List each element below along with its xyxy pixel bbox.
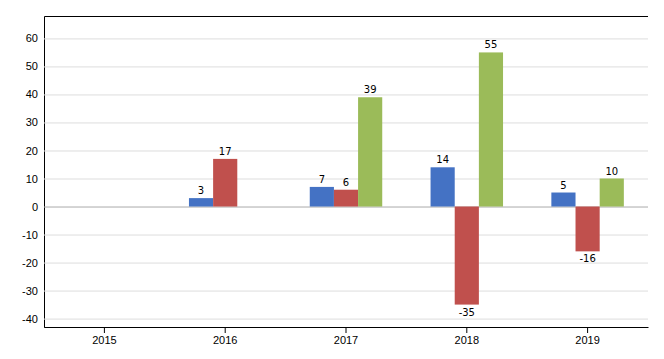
- bar: [358, 97, 382, 206]
- y-tick: -20: [22, 257, 648, 269]
- x-axis: 2015 2016 2017 2018 2019: [45, 327, 649, 346]
- grid-line: [44, 319, 648, 320]
- grid-line: [44, 291, 648, 292]
- bar: [213, 159, 237, 207]
- tick-mark: [587, 327, 588, 333]
- data-label: -16: [579, 253, 595, 264]
- tick-mark: [225, 327, 226, 333]
- y-tick-label: 60: [26, 32, 38, 44]
- data-label: 14: [436, 154, 449, 165]
- bars: [189, 52, 624, 304]
- bar: [68, 206, 92, 207]
- y-tick: -10: [22, 229, 648, 241]
- grid-line: [44, 94, 648, 95]
- grid-line: [44, 122, 648, 123]
- y-tick-label: -40: [22, 313, 38, 325]
- x-tick-label: 2015: [92, 334, 116, 346]
- grid-line: [44, 207, 648, 208]
- bar: [431, 167, 455, 206]
- x-tick: 2017: [334, 327, 358, 346]
- y-axis: -40 -30 -20 -10 0 10 20 30 40 50 60: [22, 17, 648, 328]
- y-tick: 60: [26, 32, 648, 44]
- y-tick-label: -10: [22, 229, 38, 241]
- y-tick-label: 40: [26, 88, 38, 100]
- bar: [237, 206, 261, 207]
- bar: [551, 193, 575, 207]
- data-label: 17: [219, 146, 232, 157]
- chart: -40-30-20-100102030405060201520162017201…: [0, 0, 664, 359]
- y-tick: 30: [26, 116, 648, 128]
- y-tick-label: -20: [22, 257, 38, 269]
- y-tick-label: 30: [26, 116, 38, 128]
- y-tick-label: 20: [26, 145, 38, 157]
- bar: [92, 206, 116, 207]
- data-label: 7: [319, 174, 325, 185]
- y-tick-label: 50: [26, 60, 38, 72]
- data-label: 5: [560, 180, 566, 191]
- tick-mark: [466, 327, 467, 333]
- y-tick-label: 10: [26, 173, 38, 185]
- grid-line: [44, 235, 648, 236]
- data-label: 3: [198, 185, 204, 196]
- plot: -40-30-20-100102030405060201520162017201…: [22, 17, 648, 346]
- data-labels: 3 7 14 5 17 6 -35 -16 39 55 10: [198, 39, 618, 317]
- y-tick: 10: [26, 173, 648, 185]
- y-tick: -30: [22, 285, 648, 297]
- tick-mark: [346, 327, 347, 333]
- x-tick-label: 2016: [213, 334, 237, 346]
- x-tick: 2015: [92, 327, 116, 346]
- y-axis-line: [45, 17, 649, 328]
- x-tick-label: 2019: [575, 334, 599, 346]
- grid-line: [44, 263, 648, 264]
- y-tick: 50: [26, 60, 648, 72]
- y-tick-label: 0: [32, 201, 38, 213]
- bar: [600, 179, 624, 207]
- bar: [479, 52, 503, 206]
- bar: [310, 187, 334, 207]
- x-tick: 2016: [213, 327, 237, 346]
- data-label: 55: [485, 39, 498, 50]
- grid-line: [44, 150, 648, 151]
- bar: [576, 207, 600, 252]
- data-label: 10: [605, 166, 618, 177]
- x-tick: 2018: [455, 327, 479, 346]
- tick-mark: [104, 327, 105, 333]
- x-tick-label: 2017: [334, 334, 358, 346]
- y-tick: -40: [22, 313, 648, 325]
- x-tick-label: 2018: [455, 334, 479, 346]
- grid-line: [44, 38, 648, 39]
- bar: [334, 190, 358, 207]
- bar: [189, 198, 213, 206]
- bar: [116, 206, 140, 207]
- grid-line: [44, 66, 648, 67]
- data-label: 39: [364, 84, 377, 95]
- x-tick: 2019: [575, 327, 599, 346]
- data-label: -35: [459, 307, 475, 318]
- bar: [455, 207, 479, 305]
- y-tick-label: -30: [22, 285, 38, 297]
- data-label: 6: [343, 177, 349, 188]
- y-tick: 40: [26, 88, 648, 100]
- y-tick: 20: [26, 145, 648, 157]
